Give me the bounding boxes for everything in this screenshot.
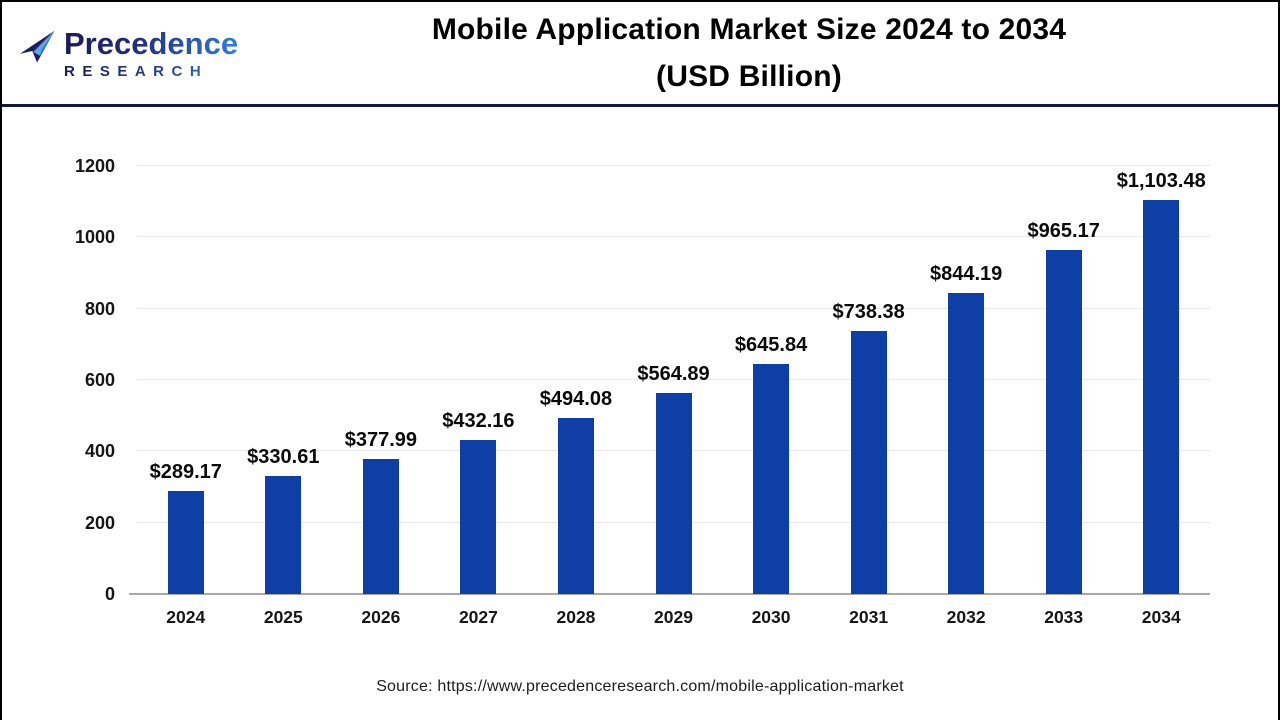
value-label-2029: $564.89	[637, 362, 710, 385]
bar-2024	[167, 490, 204, 594]
value-label-2032: $844.19	[929, 262, 1003, 285]
bar-2034	[1143, 200, 1180, 594]
value-label-2028: $494.08	[539, 387, 613, 410]
gridline-600	[137, 379, 1210, 380]
bar-slot-2026: $377.99	[332, 166, 430, 594]
x-tick-2024: 2024	[166, 607, 206, 627]
gridline-1200	[137, 165, 1210, 166]
gridline-800	[137, 307, 1210, 309]
bar-2031	[850, 330, 887, 594]
bar-2028	[557, 417, 594, 594]
value-label-2025: $330.61	[247, 446, 320, 469]
bar-slot-2033: $965.17	[1015, 166, 1113, 594]
value-label-2024: $289.17	[149, 460, 222, 483]
y-tick-0: 0	[104, 584, 115, 604]
y-tick-800: 800	[84, 298, 115, 319]
bar-slot-2031: $738.38	[820, 166, 918, 594]
chart-title-line1: Mobile Application Market Size 2024 to 2…	[431, 13, 1067, 46]
bar-2025	[265, 476, 302, 594]
x-axis: 2024 2025 2026 2027 2028 2029 2030 2031 2032 2033…	[137, 607, 1210, 628]
bar-slot-2029: $564.89	[625, 166, 723, 594]
plot-area: $289.17 $330.61 $377.99 $432.16 $494.08 $564.…	[129, 165, 1210, 595]
header: Precedence RESEARCH Mobile Application M…	[2, 2, 1278, 107]
x-tick-2026: 2026	[361, 607, 401, 627]
x-tick-2028: 2028	[556, 607, 596, 627]
bar-2032	[948, 292, 985, 594]
brand-logo-text: Precedence RESEARCH	[64, 28, 238, 79]
x-tick-2027: 2027	[458, 607, 498, 627]
y-axis: 0 200 400 600 800 1000 1200	[2, 156, 115, 604]
bar-chart: 0 200 400 600 800 1000 1200 $289.17 $330.61 $377…	[2, 107, 1278, 719]
bar-slot-2027: $432.16	[430, 166, 528, 594]
x-tick-2030: 2030	[751, 607, 791, 627]
gridline-1000	[137, 236, 1210, 238]
value-label-2033: $965.17	[1027, 219, 1100, 242]
bar-2026	[362, 459, 399, 594]
y-tick-1000: 1000	[74, 227, 115, 248]
bar-2029	[655, 392, 692, 594]
bar-2030	[753, 363, 790, 594]
x-tick-2034: 2034	[1141, 607, 1181, 627]
x-tick-2032: 2032	[946, 607, 986, 627]
bars-container: $289.17 $330.61 $377.99 $432.16 $494.08 $564.…	[137, 166, 1210, 594]
brand-logo: Precedence RESEARCH	[2, 28, 238, 79]
x-tick-2029: 2029	[654, 607, 693, 627]
bar-slot-2034: $1,103.48	[1112, 166, 1210, 594]
bar-slot-2024: $289.17	[137, 166, 235, 594]
chart-title-line2: (USD Billion)	[656, 60, 842, 93]
bar-2033	[1045, 249, 1082, 594]
brand-subname: RESEARCH	[64, 64, 238, 79]
y-tick-600: 600	[84, 370, 115, 390]
value-label-2034: $1,103.48	[1116, 170, 1206, 193]
chart-title: Mobile Application Market Size 2024 to 2…	[220, 6, 1278, 100]
bar-slot-2028: $494.08	[527, 166, 625, 594]
x-axis-baseline	[129, 593, 1210, 595]
x-tick-2031: 2031	[849, 607, 889, 627]
x-tick-2025: 2025	[263, 607, 303, 627]
source-caption: Source: https://www.precedenceresearch.c…	[376, 678, 904, 695]
bar-slot-2032: $844.19	[917, 166, 1015, 594]
brand-name: Precedence	[64, 25, 239, 61]
bar-slot-2025: $330.61	[235, 166, 333, 594]
value-label-2031: $738.38	[832, 300, 905, 323]
value-label-2027: $432.16	[442, 409, 515, 432]
value-label-2030: $645.84	[734, 333, 808, 356]
paper-plane-icon	[19, 30, 55, 63]
y-tick-400: 400	[84, 441, 115, 462]
y-tick-200: 200	[84, 512, 115, 533]
x-tick-2033: 2033	[1044, 607, 1084, 627]
bar-2027	[460, 439, 497, 594]
value-label-2026: $377.99	[344, 429, 418, 452]
bar-slot-2030: $645.84	[722, 166, 820, 594]
y-tick-1200: 1200	[74, 156, 115, 176]
